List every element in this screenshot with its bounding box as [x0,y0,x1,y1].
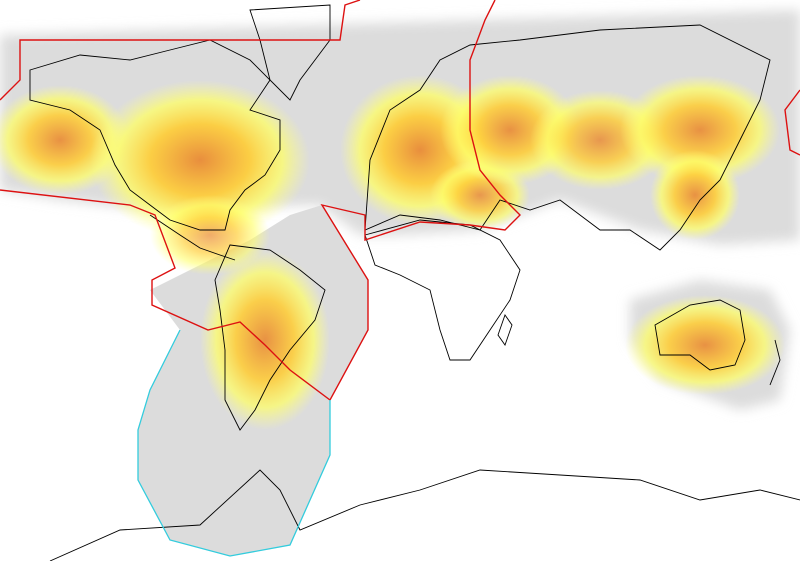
heat-spot-australia [625,295,785,395]
heat-spot-south-america [200,250,330,430]
africa-outline [364,219,521,361]
heat-spot-japan-korea [650,150,740,240]
antarctica-outline [49,469,800,561]
greenland-outline [249,4,331,101]
north-america-outline [29,39,281,231]
coastlines [29,4,800,561]
boundary-americas [0,0,521,402]
region-boundaries [0,0,800,402]
heat-spot-central-america [150,195,270,275]
heat-layer [0,75,785,430]
new-zealand-outline [769,339,781,386]
eurasia-outline [364,24,771,251]
boundary-south-atlantic-cyan [137,329,331,557]
madagascar-outline [497,314,513,346]
heat-spot-north-america [90,80,310,240]
boundary-pacific-east [784,89,800,156]
south-america-outline [214,244,326,431]
heat-spot-russia-east [620,75,780,185]
australia-outline [654,299,746,371]
